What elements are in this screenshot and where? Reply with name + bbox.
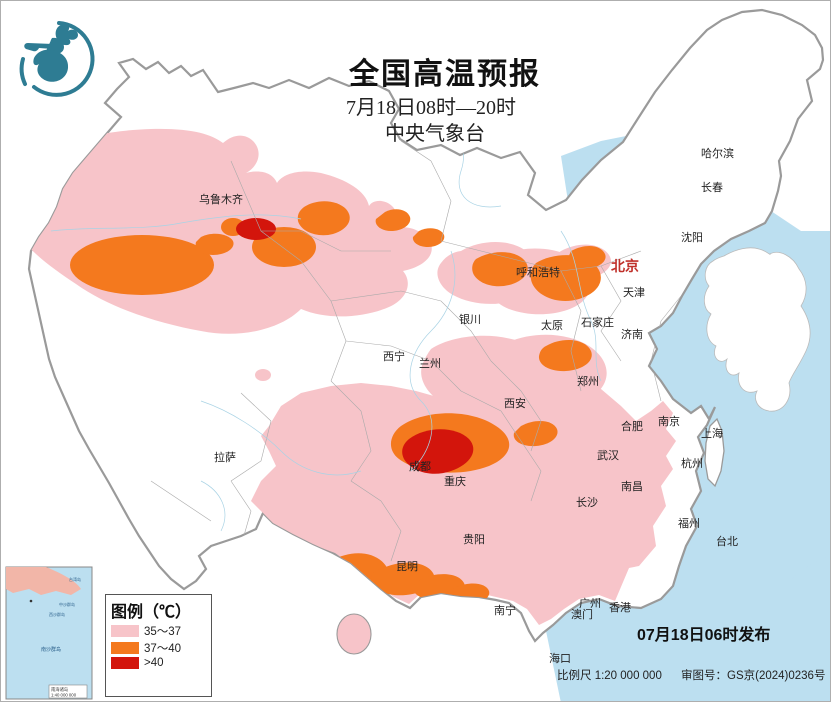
svg-text:南沙群岛: 南沙群岛 xyxy=(41,646,61,653)
svg-text:西沙群岛: 西沙群岛 xyxy=(49,611,65,617)
svg-text:台湾岛: 台湾岛 xyxy=(69,576,81,582)
svg-text:中沙群岛: 中沙群岛 xyxy=(59,601,75,607)
svg-text:1:40 000 000: 1:40 000 000 xyxy=(51,693,77,698)
